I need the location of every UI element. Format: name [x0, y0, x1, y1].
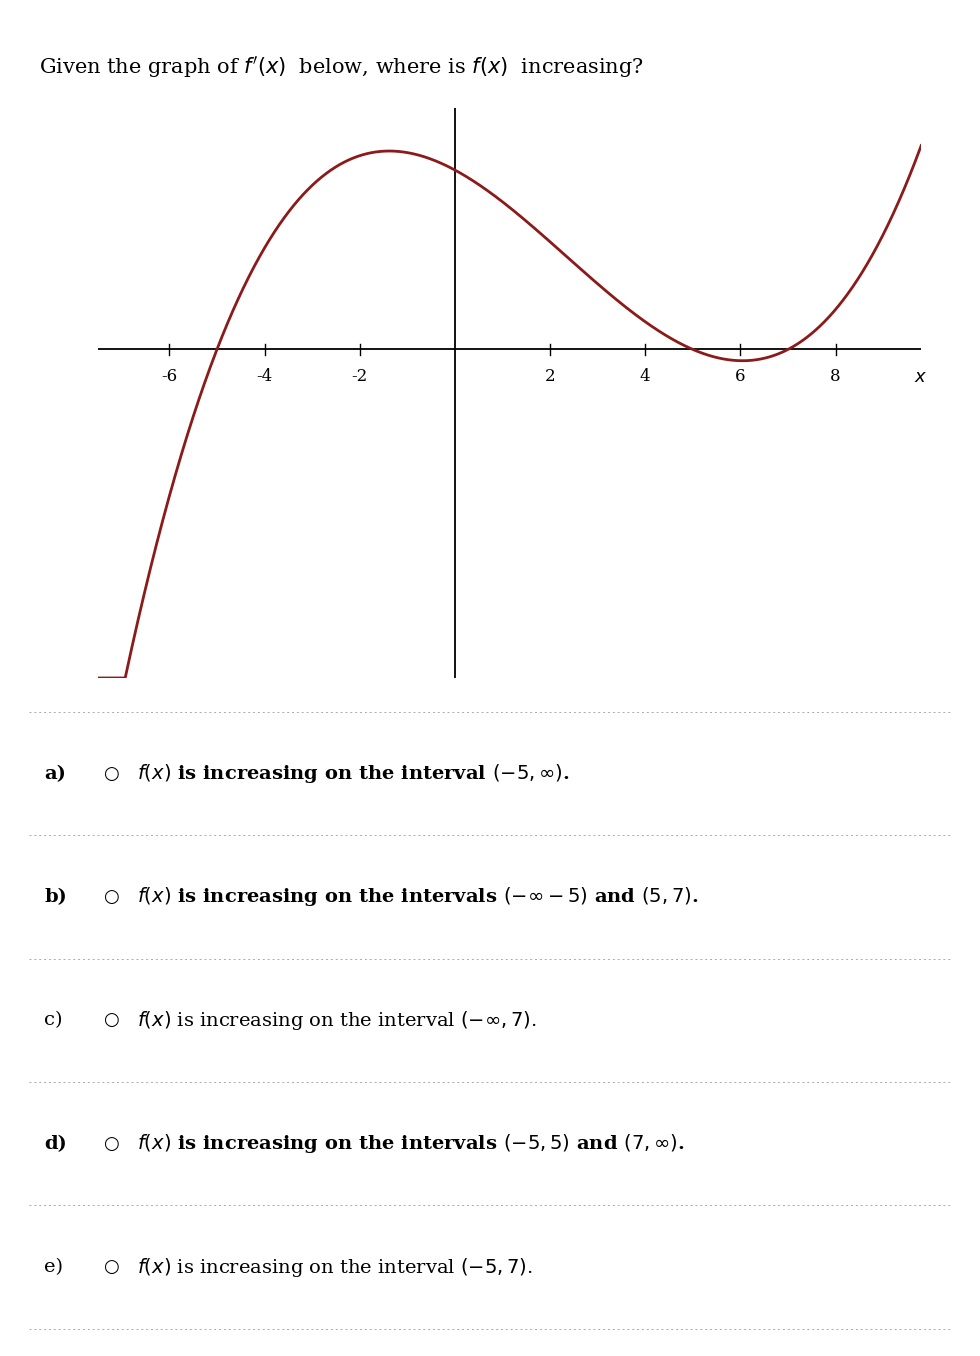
- Text: 8: 8: [830, 367, 841, 385]
- Text: $\bigcirc$: $\bigcirc$: [103, 888, 120, 906]
- Text: a): a): [44, 765, 66, 782]
- Text: 6: 6: [735, 367, 746, 385]
- Text: $f(x)$ is increasing on the interval $(-5, \infty)$.: $f(x)$ is increasing on the interval $(-…: [137, 762, 569, 785]
- Text: $f(x)$ is increasing on the intervals $(-5, 5)$ and $(7, \infty)$.: $f(x)$ is increasing on the intervals $(…: [137, 1132, 685, 1155]
- Text: $\bigcirc$: $\bigcirc$: [103, 765, 120, 782]
- Text: $f(x)$ is increasing on the interval $(-\infty, 7)$.: $f(x)$ is increasing on the interval $(-…: [137, 1009, 537, 1032]
- Text: c): c): [44, 1012, 63, 1029]
- Text: Given the graph of $f'(x)$  below, where is $f(x)$  increasing?: Given the graph of $f'(x)$ below, where …: [39, 54, 644, 80]
- Text: 2: 2: [545, 367, 556, 385]
- Text: -6: -6: [162, 367, 177, 385]
- Text: b): b): [44, 888, 67, 906]
- Text: d): d): [44, 1135, 67, 1153]
- Text: 4: 4: [640, 367, 651, 385]
- Text: -2: -2: [352, 367, 368, 385]
- Text: -4: -4: [257, 367, 272, 385]
- Text: e): e): [44, 1258, 63, 1276]
- Text: $f(x)$ is increasing on the intervals $(-\infty - 5)$ and $(5, 7)$.: $f(x)$ is increasing on the intervals $(…: [137, 885, 699, 909]
- Text: $\bigcirc$: $\bigcirc$: [103, 1012, 120, 1029]
- Text: $x$: $x$: [914, 367, 927, 386]
- Text: $\bigcirc$: $\bigcirc$: [103, 1135, 120, 1153]
- Text: $f(x)$ is increasing on the interval $(-5, 7)$.: $f(x)$ is increasing on the interval $(-…: [137, 1256, 533, 1279]
- Text: $\bigcirc$: $\bigcirc$: [103, 1258, 120, 1276]
